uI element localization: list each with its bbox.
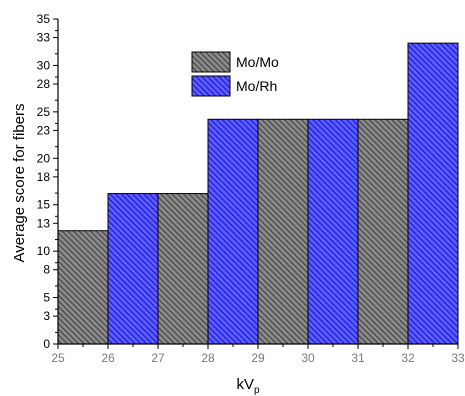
x-tick-label: 25 <box>51 351 65 365</box>
x-tick-label: 31 <box>351 351 365 365</box>
bar-mo-rh-28 <box>207 118 259 345</box>
bar-mo-mo-30 <box>257 118 309 345</box>
bars-group <box>57 42 459 345</box>
x-tick-label: 28 <box>201 351 215 365</box>
y-tick-label: 33 <box>37 31 51 45</box>
y-tick-label: 8 <box>43 263 50 277</box>
x-tick-label: 30 <box>301 351 315 365</box>
y-tick-label: 35 <box>37 12 51 26</box>
bar-mo-rh-30 <box>307 118 359 345</box>
y-tick-label: 10 <box>37 244 51 258</box>
bar-mo-rh-32 <box>407 42 459 345</box>
x-tick-label: 26 <box>101 351 115 365</box>
legend-label-mo-rh: Mo/Rh <box>236 78 277 94</box>
x-axis-title-subscript: p <box>254 385 260 396</box>
y-tick-label: 23 <box>37 123 51 137</box>
legend: Mo/Mo Mo/Rh <box>191 51 279 97</box>
bar-mo-mo-28 <box>157 193 209 345</box>
y-tick-label: 30 <box>37 58 51 72</box>
y-tick-label: 13 <box>37 216 51 230</box>
bar-mo-mo-32 <box>357 118 409 345</box>
bar-mo-mo-26 <box>57 230 109 345</box>
y-tick-label: 25 <box>37 105 51 119</box>
y-tick-label: 28 <box>37 77 51 91</box>
x-axis-title: kVp <box>236 376 260 396</box>
x-tick-label: 32 <box>401 351 415 365</box>
x-axis-ticks: 25 26 27 28 29 30 31 32 33 <box>51 344 465 365</box>
legend-swatch-mo-rh <box>191 75 231 97</box>
y-tick-label: 3 <box>43 309 50 323</box>
y-tick-label: 15 <box>37 198 51 212</box>
y-tick-label: 18 <box>37 170 51 184</box>
x-tick-label: 29 <box>251 351 265 365</box>
x-tick-label: 27 <box>151 351 165 365</box>
legend-swatch-mo-mo <box>191 51 231 73</box>
x-axis-title-main: kV <box>236 376 254 393</box>
x-tick-label: 33 <box>451 351 465 365</box>
y-tick-label: 5 <box>43 291 50 305</box>
y-tick-label: 20 <box>37 151 51 165</box>
y-axis-title: Average score for fibers <box>11 104 28 263</box>
bar-mo-rh-26 <box>107 193 159 345</box>
legend-label-mo-mo: Mo/Mo <box>236 54 279 70</box>
y-tick-label: 0 <box>43 337 50 351</box>
